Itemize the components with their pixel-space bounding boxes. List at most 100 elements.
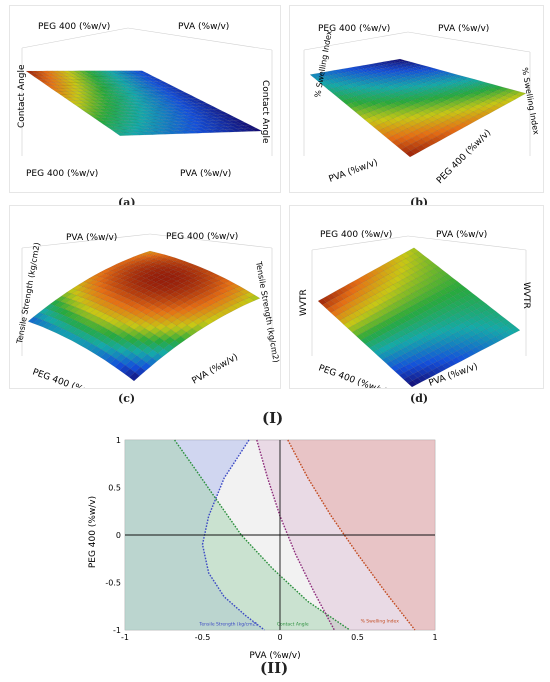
overlay-x-tick-label: -0.5 bbox=[195, 633, 211, 642]
surface-patch bbox=[157, 261, 170, 267]
surface-patch bbox=[462, 307, 473, 315]
surface-patch bbox=[208, 273, 221, 279]
surface-patch bbox=[471, 315, 482, 322]
surface-patch bbox=[177, 269, 190, 274]
surface-patch bbox=[452, 125, 464, 132]
surface-patch bbox=[136, 267, 148, 272]
surface-patch bbox=[113, 283, 125, 289]
surface-patch bbox=[191, 324, 203, 333]
surface-patch bbox=[163, 259, 175, 264]
surface-box-d bbox=[311, 235, 527, 356]
surface-patch bbox=[114, 361, 126, 371]
surface-patch bbox=[115, 132, 127, 136]
surface-patch bbox=[155, 128, 168, 132]
ax-b-top-left-label: PEG 400 (%w/v) bbox=[318, 24, 390, 34]
surface-patch bbox=[461, 352, 472, 359]
surface-plot-wvtr: PEG 400 (%w/v) PVA (%w/v) PEG 400 (%w/v)… bbox=[289, 205, 544, 389]
contour-line-0 bbox=[201, 439, 265, 631]
surface-patch bbox=[168, 261, 180, 266]
surface-patch bbox=[471, 334, 482, 341]
surface-patch bbox=[100, 352, 112, 361]
surface-patch bbox=[379, 295, 390, 303]
surface-patch bbox=[352, 285, 363, 292]
surface-patch bbox=[462, 288, 473, 296]
surface-patch bbox=[366, 284, 376, 291]
surface-patch bbox=[475, 344, 486, 351]
surface-patch bbox=[142, 76, 153, 80]
surface-patch bbox=[204, 311, 216, 319]
surface-patch bbox=[419, 343, 430, 350]
ax-d-z-label-left: WVTR bbox=[299, 289, 309, 316]
surface-patch bbox=[149, 98, 162, 102]
overlay-y-tick-label: -1 bbox=[113, 626, 121, 635]
surface-patch bbox=[148, 101, 161, 105]
surface-patch bbox=[123, 282, 135, 288]
surface-patch bbox=[437, 352, 448, 359]
surface-patch bbox=[42, 322, 54, 330]
surface-patch bbox=[99, 273, 111, 279]
surface-patch bbox=[428, 350, 439, 358]
surface-patch bbox=[105, 303, 117, 310]
ax-d-z-label-right: WVTR bbox=[521, 282, 531, 309]
surface-patch bbox=[209, 117, 222, 121]
surface-patch bbox=[85, 343, 97, 352]
ax-a-bottom-left-label: PEG 400 (%w/v) bbox=[26, 169, 98, 179]
surface-patch bbox=[147, 131, 160, 135]
surface-patch bbox=[441, 130, 453, 137]
surface-patch bbox=[142, 257, 155, 262]
surface-patch bbox=[166, 118, 179, 123]
surface-patch bbox=[213, 123, 227, 127]
surface-patch bbox=[419, 349, 429, 357]
surface-patch bbox=[97, 111, 109, 115]
surface-patch bbox=[387, 335, 398, 342]
surface-patch bbox=[466, 330, 477, 337]
surface-patch bbox=[404, 363, 414, 371]
surface-patch bbox=[466, 349, 477, 357]
surface-patch bbox=[466, 292, 477, 300]
surface-patch bbox=[510, 326, 521, 333]
surface-patch bbox=[125, 272, 137, 278]
surface-patch bbox=[438, 332, 449, 340]
contour-line-1 bbox=[174, 439, 351, 631]
surface-a bbox=[25, 70, 263, 136]
surface-patch bbox=[490, 336, 501, 344]
surface-patch bbox=[156, 113, 169, 117]
surface-patch bbox=[451, 357, 462, 364]
surface-patch bbox=[153, 119, 166, 123]
surface-patch bbox=[80, 340, 92, 349]
surface-patch bbox=[448, 321, 459, 329]
surface-patch bbox=[113, 278, 126, 284]
panel-label-d: (d) bbox=[410, 392, 429, 405]
ax-c-bottom-right-label: PVA (%w/v) bbox=[191, 352, 240, 386]
surface-patch bbox=[423, 359, 433, 367]
surface-patch bbox=[452, 338, 463, 345]
surface-patch bbox=[447, 283, 458, 291]
surface-patch bbox=[221, 302, 233, 309]
surface-patch bbox=[396, 260, 407, 268]
surface-patch bbox=[248, 295, 261, 301]
surface-box-a bbox=[21, 27, 273, 156]
surface-patch bbox=[78, 317, 90, 325]
surface-patch bbox=[155, 274, 168, 280]
surface-patch bbox=[446, 359, 457, 367]
surface-patch bbox=[172, 101, 184, 105]
surface-patch bbox=[102, 284, 114, 291]
surface-patch bbox=[495, 315, 506, 322]
surface-patch bbox=[183, 103, 196, 108]
ax-c-top-left-label: PVA (%w/v) bbox=[66, 233, 117, 243]
overlay-contour-plot: Tensile Strength (kg/cm2) Contact Angle % … bbox=[85, 428, 445, 661]
surface-patch bbox=[193, 109, 206, 113]
surface-box-b bbox=[303, 31, 531, 156]
surface-patch bbox=[419, 330, 430, 337]
surface-plot-contact-angle: PEG 400 (%w/v) PVA (%w/v) PEG 400 (%w/v)… bbox=[9, 5, 281, 193]
overlay-y-tick-label: 0 bbox=[116, 531, 121, 540]
ax-d-top-right-label: PVA (%w/v) bbox=[436, 230, 487, 240]
surface-patch bbox=[141, 264, 154, 270]
surface-patch bbox=[212, 108, 224, 113]
surface-box-c bbox=[21, 233, 273, 356]
surface-patch bbox=[373, 342, 384, 350]
surface-patch bbox=[443, 279, 454, 287]
surface-patch bbox=[424, 264, 434, 272]
surface-patch bbox=[481, 303, 492, 311]
surface-patch bbox=[326, 306, 336, 313]
